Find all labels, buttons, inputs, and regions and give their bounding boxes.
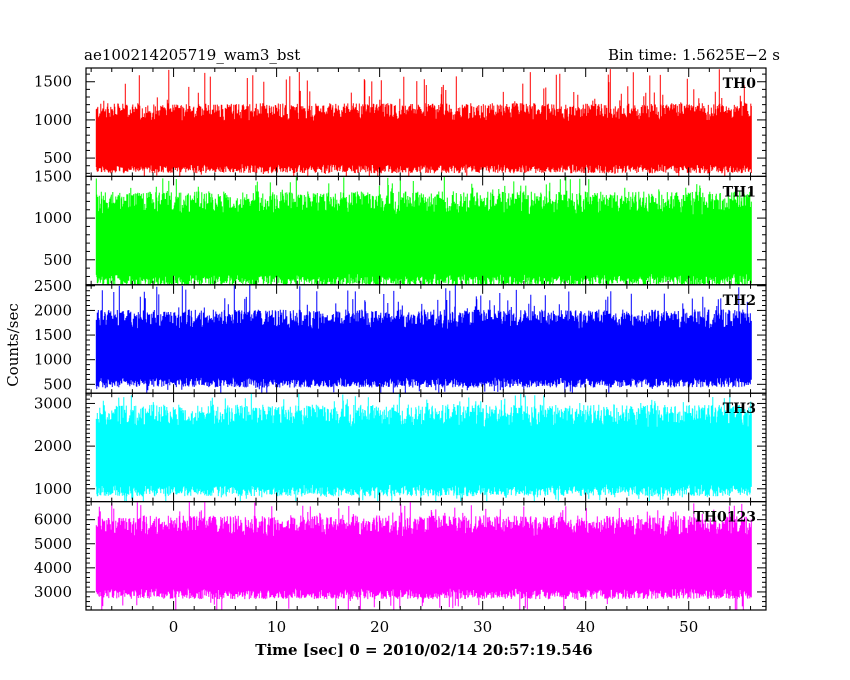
y-tick-label: 1000 [34,351,72,369]
y-tick-label: 5000 [34,535,72,553]
y-tick-label: 1500 [34,73,72,91]
panel-label: TH2 [723,293,756,309]
y-tick-label: 4000 [34,559,72,577]
y-tick-label: 2500 [34,277,72,295]
panel-frame [85,501,767,611]
x-tick-label: 50 [679,618,698,636]
panel-th3: 1000 2000 3000 TH3 [34,392,767,503]
y-tick-label: 2000 [34,437,72,455]
x-tick-label: 40 [576,618,595,636]
x-axis-label: Time [sec] 0 = 2010/02/14 20:57:19.546 [255,641,592,659]
panel-th1: 500 1000 1500 TH1 [34,167,767,286]
panel-label: TH1 [723,184,756,200]
panel-th0123: 3000 4000 5000 6000 TH0123 [34,501,767,611]
y-tick-label: 2000 [34,301,72,319]
y-tick-label: 1000 [34,209,72,227]
y-tick-label: 1000 [34,111,72,129]
series-th2 [95,284,752,394]
chart-title: ae100214205719_wam3_bst [84,46,300,64]
panel-th0: 500 1000 1500 TH0 [34,67,767,178]
x-tick-label: 10 [267,618,286,636]
series-th3 [95,393,752,502]
panel-label: TH3 [723,401,756,417]
y-tick-label: 6000 [34,511,72,529]
y-tick-label: 500 [43,149,72,167]
y-axis-label: Counts/sec [4,303,22,387]
panel-label: TH0 [723,76,757,92]
y-tick-label: 500 [43,251,72,269]
y-tick-label: 3000 [34,394,72,412]
x-tick-label: 20 [370,618,389,636]
y-tick-label: 1500 [34,326,72,344]
y-tick-label: 1000 [34,480,72,498]
x-tick-label: 0 [169,618,179,636]
bin-time-label: Bin time: 1.5625E−2 s [608,46,780,64]
series-th0123 [95,501,752,611]
x-tick-label: 30 [473,618,492,636]
panel-label: TH0123 [693,510,756,526]
y-tick-label: 3000 [34,583,72,601]
panel-th2: 500 1000 1500 2000 2500 TH2 [34,277,767,394]
y-tick-label: 1500 [34,167,72,185]
y-tick-label: 500 [43,375,72,393]
series-th1 [95,176,752,285]
series-th0 [95,69,752,177]
